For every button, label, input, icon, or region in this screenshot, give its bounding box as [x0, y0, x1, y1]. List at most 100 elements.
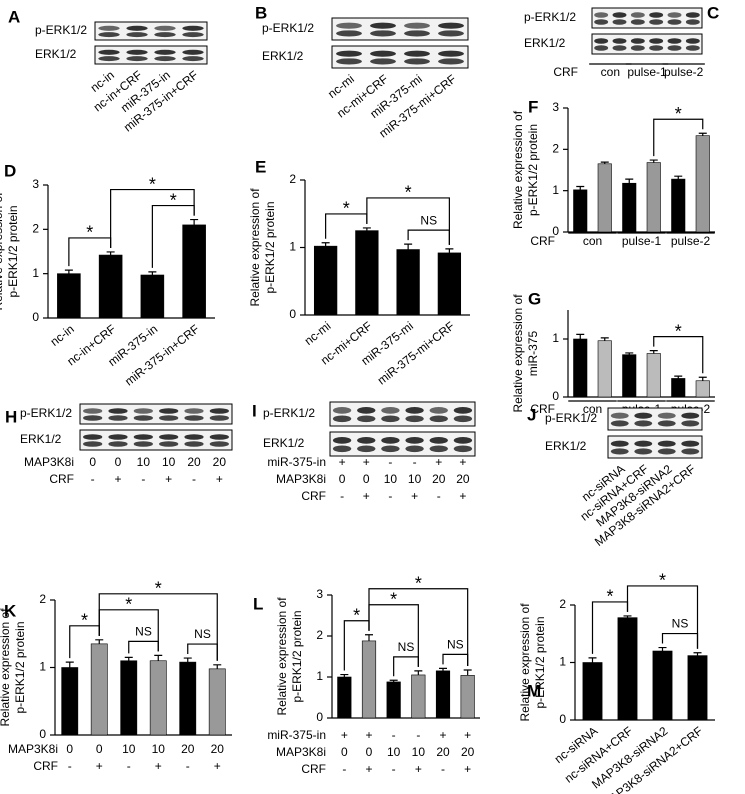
band: [657, 412, 676, 419]
band: [429, 437, 448, 444]
bar: [573, 338, 588, 398]
band: [634, 420, 653, 427]
band: [649, 19, 664, 25]
error-bar: [658, 646, 667, 651]
row-label: miR-375-in: [267, 455, 326, 469]
band: [126, 25, 148, 31]
row-label: CRF: [301, 489, 326, 503]
bar: [437, 252, 462, 316]
band: [184, 441, 204, 447]
band: [612, 12, 627, 18]
error-bar: [698, 376, 707, 381]
band: [184, 434, 204, 440]
band: [453, 415, 473, 423]
error-bar: [95, 639, 104, 644]
error-bar: [588, 657, 597, 663]
band: [630, 38, 645, 44]
row-value: 20: [181, 742, 195, 756]
band: [381, 437, 400, 444]
significance: NS: [672, 617, 689, 631]
lane-label: nc-mi: [302, 319, 334, 348]
bracket: [653, 118, 704, 157]
bar: [411, 674, 426, 719]
band: [357, 407, 376, 414]
panel-letter: F: [528, 97, 538, 116]
bar: [695, 380, 710, 398]
band: [133, 408, 153, 414]
bar: [179, 661, 197, 736]
row-value: +: [114, 472, 121, 486]
band: [657, 420, 676, 427]
row-value: 0: [89, 455, 96, 469]
row-value: +: [459, 489, 466, 503]
band: [649, 38, 664, 44]
band: [405, 407, 424, 414]
significance: NS: [398, 640, 415, 654]
band: [209, 408, 229, 414]
y-tick-label: 1: [316, 669, 323, 683]
significance: *: [149, 174, 156, 194]
row-value: 0: [341, 745, 348, 759]
panel-letter: G: [528, 289, 541, 308]
band: [209, 434, 229, 440]
error-bar: [649, 350, 658, 354]
significance: *: [343, 199, 350, 219]
error-bar: [154, 654, 163, 661]
row-value: +: [415, 762, 422, 776]
band: [610, 448, 629, 455]
y-tick-label: 0: [289, 307, 296, 321]
error-bar: [64, 269, 73, 274]
bar: [582, 662, 603, 721]
row-value: -: [416, 728, 420, 742]
bar: [208, 668, 226, 736]
band: [610, 412, 629, 419]
band: [453, 407, 473, 414]
row-value: 10: [162, 455, 176, 469]
significance: *: [390, 590, 397, 610]
group-label: pulse-2: [664, 65, 704, 79]
row-value: 10: [408, 472, 422, 486]
bar: [355, 230, 379, 316]
row-label: CRF: [301, 762, 326, 776]
error-bar: [693, 652, 702, 656]
row-value: -: [192, 472, 196, 486]
band: [357, 437, 376, 444]
row-value: -: [388, 455, 392, 469]
row-value: -: [186, 759, 190, 773]
protein-label: ERK1/2: [263, 436, 305, 450]
lane-label: miR-375-mi+CRF: [375, 319, 457, 388]
band: [336, 58, 362, 65]
row-value: 10: [387, 745, 401, 759]
blot-strip: [329, 431, 476, 457]
error-bar: [148, 271, 157, 275]
row-value: 20: [432, 472, 446, 486]
band: [370, 58, 396, 65]
significance: *: [675, 104, 682, 124]
band: [429, 407, 448, 414]
y-axis-label: Relative expression of: [0, 608, 12, 727]
bar: [652, 650, 673, 721]
panel-letter: D: [4, 161, 16, 180]
y-tick-label: 0: [552, 389, 559, 403]
band: [98, 49, 120, 55]
band: [133, 434, 153, 440]
bracket: [366, 197, 450, 245]
y-tick-label: 2: [289, 172, 296, 186]
bar: [597, 163, 612, 233]
bar: [90, 643, 108, 736]
bracket: [128, 640, 159, 654]
bar: [313, 245, 338, 316]
band: [108, 408, 128, 414]
band: [681, 440, 700, 447]
band: [332, 407, 352, 414]
row-value: +: [439, 728, 446, 742]
bracket: [98, 593, 218, 661]
band: [108, 441, 128, 447]
panel-letter: M: [527, 681, 541, 700]
group-label: pulse-1: [627, 65, 667, 79]
band: [184, 408, 204, 414]
band: [667, 12, 682, 18]
row-value: 20: [187, 455, 201, 469]
band: [332, 415, 352, 423]
